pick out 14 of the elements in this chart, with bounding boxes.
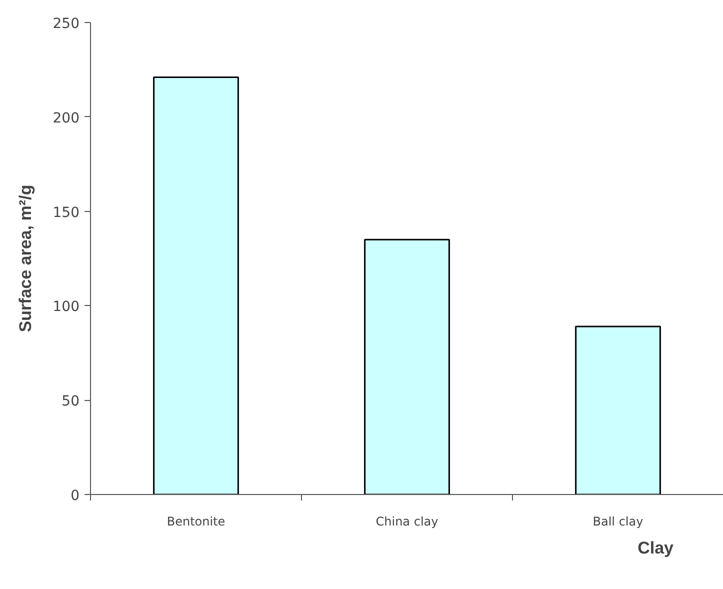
bar <box>575 326 661 494</box>
y-tick-label: 50 <box>62 394 80 410</box>
y-axis-title: Surface area, m²/g <box>16 184 35 332</box>
x-tick-label: China clay <box>376 514 438 528</box>
x-tick-label: Ball clay <box>592 514 644 528</box>
bar <box>153 76 239 494</box>
bar <box>364 238 450 494</box>
x-axis-title: Clay <box>638 538 674 558</box>
y-tick-label: 250 <box>52 16 80 32</box>
y-tick-label: 100 <box>52 299 80 316</box>
x-tick-label: Bentonite <box>166 514 226 528</box>
y-tick-label: 150 <box>52 204 80 221</box>
y-tick-label: 200 <box>52 110 80 126</box>
y-tick-label: 0 <box>70 488 80 504</box>
